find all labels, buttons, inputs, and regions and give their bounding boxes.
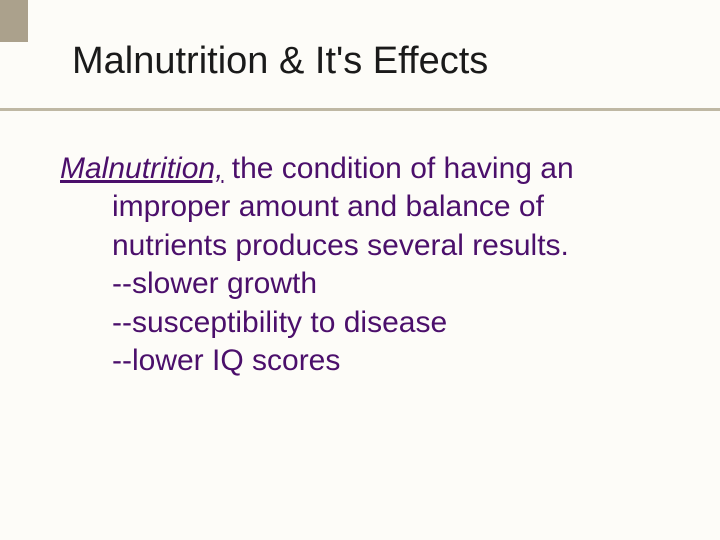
body-line-2: improper amount and balance of <box>60 188 660 226</box>
lead-term: Malnutrition, <box>60 152 223 185</box>
bullet-2: --susceptibility to disease <box>60 304 660 342</box>
bullet-1: --slower growth <box>60 265 660 303</box>
slide-title: Malnutrition & It's Effects <box>72 40 660 84</box>
body-line-3: nutrients produces several results. <box>60 227 660 265</box>
title-block: Malnutrition & It's Effects <box>72 40 660 84</box>
body-line-1-rest: the condition of having an <box>223 152 573 185</box>
horizontal-rule <box>0 108 720 111</box>
body-text: Malnutrition, the condition of having an… <box>60 150 660 380</box>
corner-accent <box>0 0 28 42</box>
bullet-3: --lower IQ scores <box>60 342 660 380</box>
